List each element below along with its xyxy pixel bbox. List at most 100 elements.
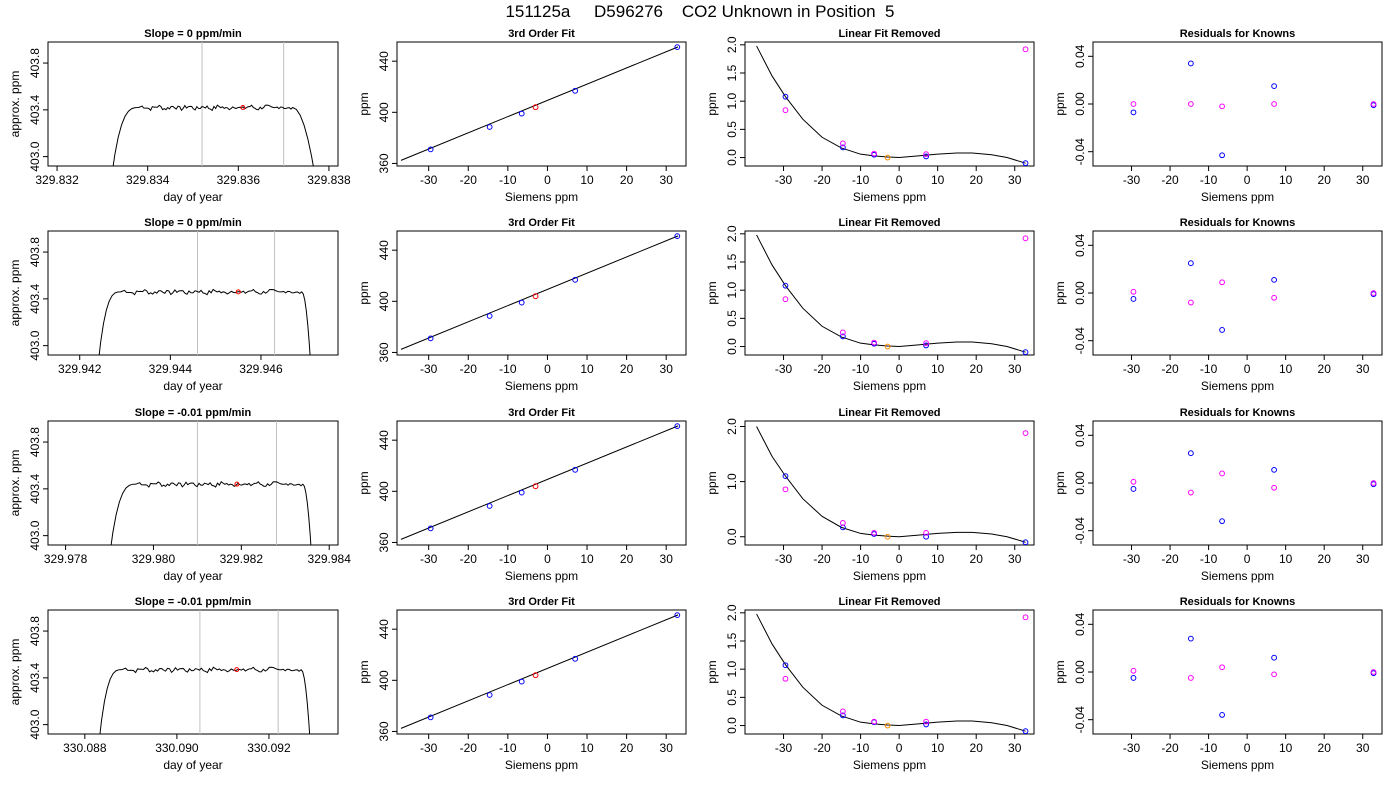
y-axis-label: ppm: [1053, 660, 1067, 683]
x-tick-label: -10: [499, 173, 517, 187]
known-point: [427, 335, 434, 342]
plot-frame: [1092, 230, 1383, 356]
y-tick-label: 0.00: [1073, 471, 1087, 495]
magenta-point: [871, 718, 877, 725]
y-axis-label: ppm: [705, 660, 719, 683]
unknown-point: [884, 722, 891, 729]
magenta-residual-point: [1130, 101, 1137, 107]
magenta-point: [782, 486, 789, 493]
unknown-mean-point: [240, 105, 246, 111]
x-tick-label: 10: [931, 173, 945, 187]
magenta-point: [782, 675, 789, 682]
x-tick-label: 30: [660, 362, 674, 376]
known-point: [427, 525, 434, 532]
panel-residuals-row-2: -30 -20 -10 0 10 20 30 -0.04 0.00 0.04 Residuals f…: [1053, 217, 1383, 393]
x-tick-label: 10: [580, 362, 594, 376]
x-axis-label: day of year: [163, 190, 222, 204]
x-tick-label: -30: [775, 741, 793, 755]
known-residual-point: [1187, 635, 1194, 642]
x-tick-label: 20: [970, 741, 984, 755]
plot-data: [400, 233, 681, 350]
magenta-residual-point: [1130, 288, 1137, 295]
known-point: [572, 655, 579, 662]
x-tick-label: 0: [544, 552, 551, 566]
plot-data: [756, 45, 1029, 166]
x-tick-label: -10: [852, 741, 870, 755]
magenta-residual-point: [1187, 101, 1194, 107]
x-tick-label: 330.090: [155, 741, 199, 755]
x-tick-label: 0: [1244, 552, 1251, 566]
known-point: [1022, 160, 1029, 166]
known-residual-point: [1271, 654, 1278, 661]
panel-fit-row-4: -30 -20 -10 0 10 20 30 360 400 440 3rd Order Fit Si…: [357, 596, 687, 772]
plot-frame: [744, 41, 1035, 167]
plot-frame: [47, 230, 339, 356]
y-tick-label: 403.0: [28, 520, 42, 550]
y-tick-label: 403.0: [28, 141, 42, 171]
y-tick-label: 400: [377, 291, 391, 311]
x-tick-label: -20: [813, 173, 831, 187]
x-tick-label: -10: [1200, 173, 1218, 187]
y-tick-label: 1.5: [725, 632, 739, 649]
y-axis-label: ppm: [357, 92, 371, 115]
y-tick-label: 0.04: [1073, 423, 1087, 447]
panel-raw-trace-row-2: 329.942 329.944 329.946 403.0 403.4 403.8 Slop…: [8, 217, 339, 393]
known-point: [518, 110, 525, 117]
y-tick-label: 0.5: [725, 310, 739, 327]
magenta-point: [923, 529, 930, 536]
x-tick-label: -30: [420, 741, 438, 755]
magenta-point: [871, 150, 877, 157]
panel-title: Slope = 0 ppm/min: [144, 28, 242, 40]
panel-raw-trace-row-1: 329.832 329.834 329.836 329.838 403.0 403.4 40…: [8, 28, 351, 204]
x-tick-label: 0: [896, 741, 903, 755]
known-point: [782, 473, 789, 480]
x-tick-label: 0: [896, 173, 903, 187]
known-point: [782, 282, 789, 289]
magenta-point: [839, 520, 846, 526]
x-tick-label: 10: [1279, 362, 1293, 376]
panel-title: Slope = 0 ppm/min: [144, 217, 242, 229]
plot-frame: [47, 420, 339, 546]
unknown-mean-point: [235, 289, 241, 295]
y-tick-label: 403.8: [28, 616, 42, 646]
known-point: [572, 466, 579, 473]
plot-data: [99, 610, 311, 734]
known-residual-point: [1130, 296, 1137, 302]
y-tick-label: 1.5: [725, 253, 739, 270]
x-tick-label: 329.942: [58, 362, 102, 376]
x-tick-label: 329.834: [126, 173, 170, 187]
plot-data: [756, 426, 1029, 545]
y-axis-label: ppm: [357, 660, 371, 683]
x-axis-label: Siemens ppm: [1201, 190, 1274, 204]
x-tick-label: -20: [1161, 173, 1179, 187]
unknown-point: [532, 293, 539, 300]
x-tick-label: -20: [813, 741, 831, 755]
x-tick-label: -30: [1123, 552, 1141, 566]
y-tick-label: 440: [377, 430, 391, 450]
known-residual-point: [1130, 109, 1137, 116]
x-tick-label: 30: [660, 552, 674, 566]
y-tick-label: 2.0: [725, 225, 739, 242]
plot-frame: [396, 41, 687, 167]
magenta-point: [1022, 614, 1029, 621]
x-tick-label: -10: [1200, 552, 1218, 566]
x-tick-label: 30: [1008, 552, 1022, 566]
unknown-point: [884, 533, 891, 540]
y-tick-label: 360: [377, 342, 391, 362]
known-point: [427, 146, 434, 153]
x-tick-label: -20: [1161, 552, 1179, 566]
x-tick-label: 0: [1244, 362, 1251, 376]
x-axis-label: Siemens ppm: [1201, 569, 1274, 583]
magenta-residual-point: [1271, 484, 1278, 491]
known-point: [486, 692, 493, 698]
plot-frame: [744, 230, 1035, 356]
x-axis-label: Siemens ppm: [505, 758, 578, 772]
y-tick-label: 1.0: [725, 93, 739, 110]
magenta-residual-point: [1370, 669, 1377, 675]
y-tick-label: 403.0: [28, 330, 42, 360]
y-axis-label: approx. ppm: [8, 450, 22, 517]
known-residual-point: [1187, 450, 1194, 457]
y-tick-label: 403.4: [28, 474, 42, 504]
unknown-point: [884, 343, 891, 350]
